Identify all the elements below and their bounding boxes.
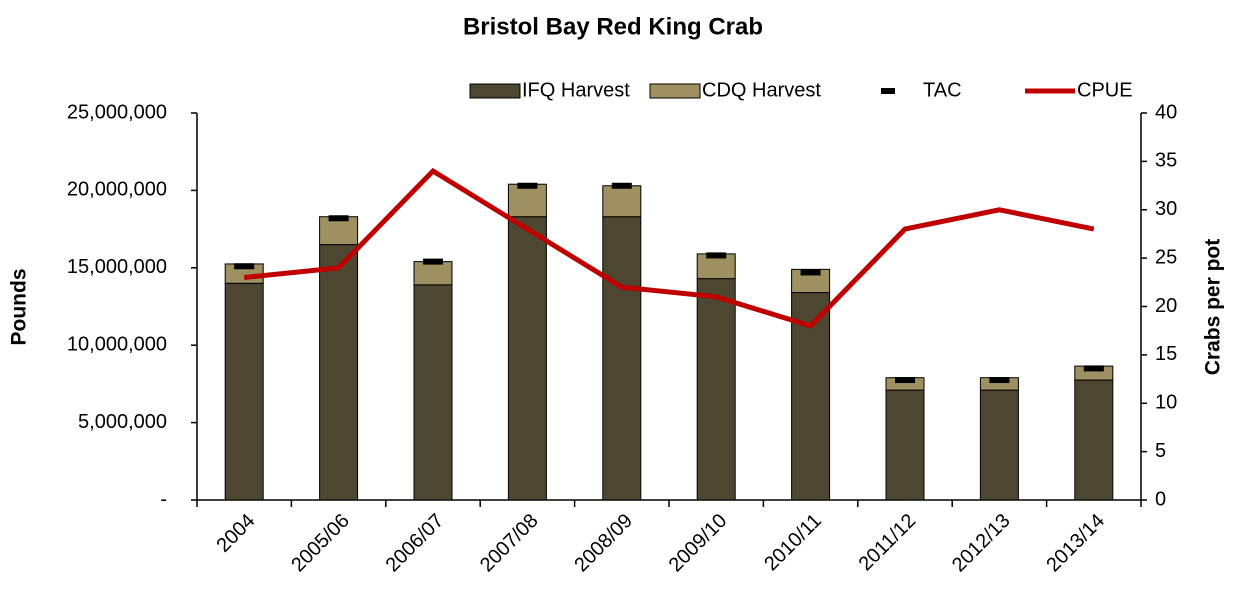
bar <box>507 216 547 501</box>
x-tick-label: 2013/14 <box>1042 510 1109 577</box>
y-tick-label: 10,000,000 <box>67 333 167 355</box>
y2-tick-label: 0 <box>1155 488 1166 510</box>
x-tick-label: 2010/11 <box>760 510 826 576</box>
x-tick-label: 2011/12 <box>855 510 921 576</box>
x-tick-label: 2006/07 <box>382 510 449 577</box>
y2-axis-title: Crabs per pot <box>1202 239 1225 376</box>
tac-marker <box>423 258 443 265</box>
tac-marker <box>611 182 632 189</box>
cpue-line <box>243 167 1095 329</box>
tac-marker <box>800 269 821 276</box>
legend-swatch <box>881 88 895 94</box>
y-tick-label: 5,000,000 <box>78 411 167 433</box>
y2-tick-label: 30 <box>1155 198 1177 220</box>
tac-marker <box>706 252 727 259</box>
y2-tick-label: 35 <box>1155 150 1177 172</box>
bar <box>413 261 453 286</box>
y-tick-label: - <box>160 488 167 510</box>
bar <box>979 389 1019 501</box>
tac-marker <box>328 215 349 222</box>
y-tick-label: 15,000,000 <box>67 256 167 278</box>
legend-label: IFQ Harvest <box>522 79 630 101</box>
legend-swatch <box>469 83 521 99</box>
x-tick-label: 2008/09 <box>570 510 637 577</box>
y2-tick-label: 10 <box>1155 392 1177 414</box>
y-tick-label: 20,000,000 <box>67 179 167 201</box>
bar <box>885 389 925 501</box>
x-tick-label: 2012/13 <box>948 510 1015 577</box>
y2-tick-label: 15 <box>1155 343 1177 365</box>
y2-tick-label: 40 <box>1155 101 1177 123</box>
chart-title: Bristol Bay Red King Crab <box>463 13 763 40</box>
bar <box>507 183 547 218</box>
bar <box>319 216 359 246</box>
y2-tick-label: 25 <box>1155 246 1177 268</box>
x-tick-label: 2005/06 <box>287 510 354 577</box>
y2-tick-label: 20 <box>1155 295 1177 317</box>
legend-swatch <box>649 83 701 99</box>
tac-marker <box>895 377 915 384</box>
y2-tick-label: 5 <box>1155 440 1166 462</box>
tac-marker <box>234 263 255 270</box>
legend-label: CPUE <box>1077 79 1133 101</box>
x-tick-label: 2004 <box>212 510 259 557</box>
tac-marker <box>517 182 538 189</box>
tac-marker <box>989 377 1010 384</box>
bar <box>319 244 359 501</box>
bar <box>602 216 642 501</box>
bar <box>224 282 264 501</box>
bar <box>413 284 453 501</box>
legend-label: CDQ Harvest <box>702 79 821 101</box>
bar <box>696 278 736 501</box>
tac-marker <box>1083 365 1104 372</box>
legend-label: TAC <box>923 79 962 101</box>
bar <box>602 185 642 218</box>
y-tick-label: 25,000,000 <box>67 101 167 123</box>
y-axis-title: Pounds <box>8 269 31 346</box>
x-tick-label: 2009/10 <box>665 510 732 577</box>
x-tick-label: 2007/08 <box>476 510 543 577</box>
bar <box>1074 379 1114 501</box>
